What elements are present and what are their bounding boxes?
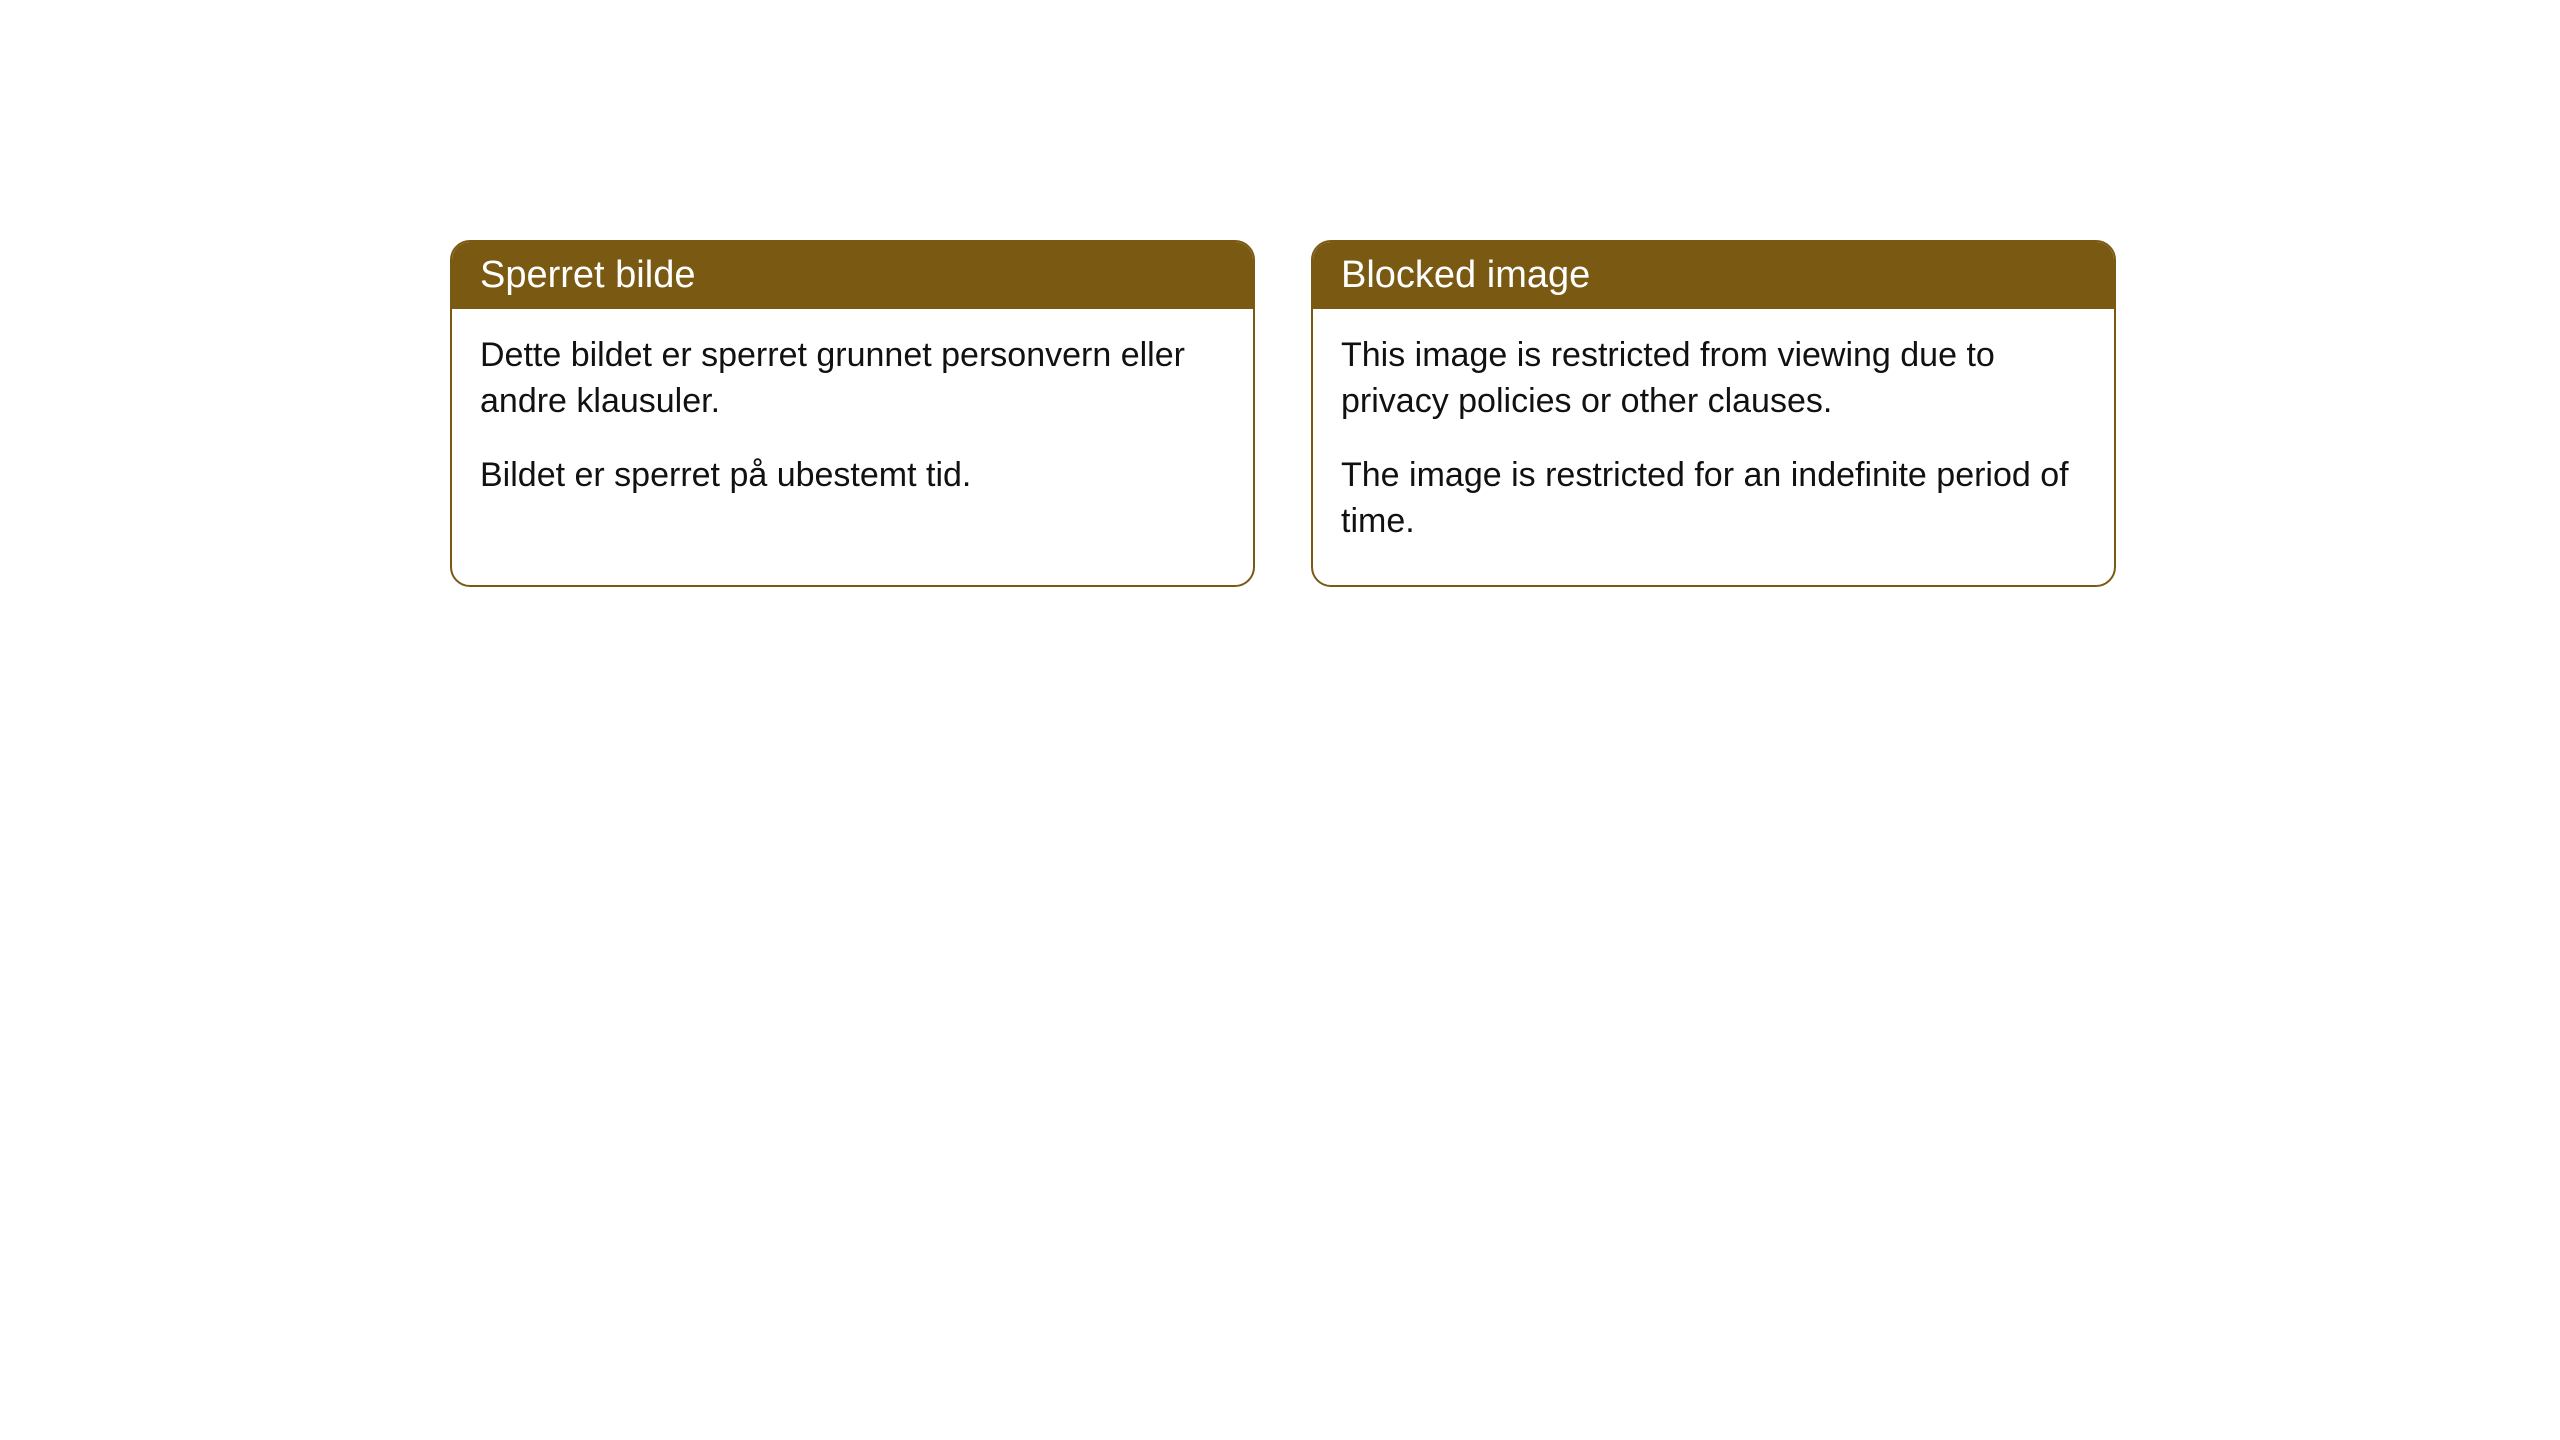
card-norwegian: Sperret bilde Dette bildet er sperret gr… bbox=[450, 240, 1255, 587]
card-paragraph: Bildet er sperret på ubestemt tid. bbox=[480, 453, 1225, 499]
card-paragraph: The image is restricted for an indefinit… bbox=[1341, 453, 2086, 545]
card-title: Blocked image bbox=[1341, 254, 1590, 296]
card-english: Blocked image This image is restricted f… bbox=[1311, 240, 2116, 587]
card-header: Blocked image bbox=[1313, 242, 2114, 309]
card-body: Dette bildet er sperret grunnet personve… bbox=[452, 309, 1253, 539]
card-header: Sperret bilde bbox=[452, 242, 1253, 309]
card-paragraph: This image is restricted from viewing du… bbox=[1341, 333, 2086, 425]
card-title: Sperret bilde bbox=[480, 254, 695, 296]
card-body: This image is restricted from viewing du… bbox=[1313, 309, 2114, 585]
card-paragraph: Dette bildet er sperret grunnet personve… bbox=[480, 333, 1225, 425]
cards-container: Sperret bilde Dette bildet er sperret gr… bbox=[450, 240, 2116, 587]
